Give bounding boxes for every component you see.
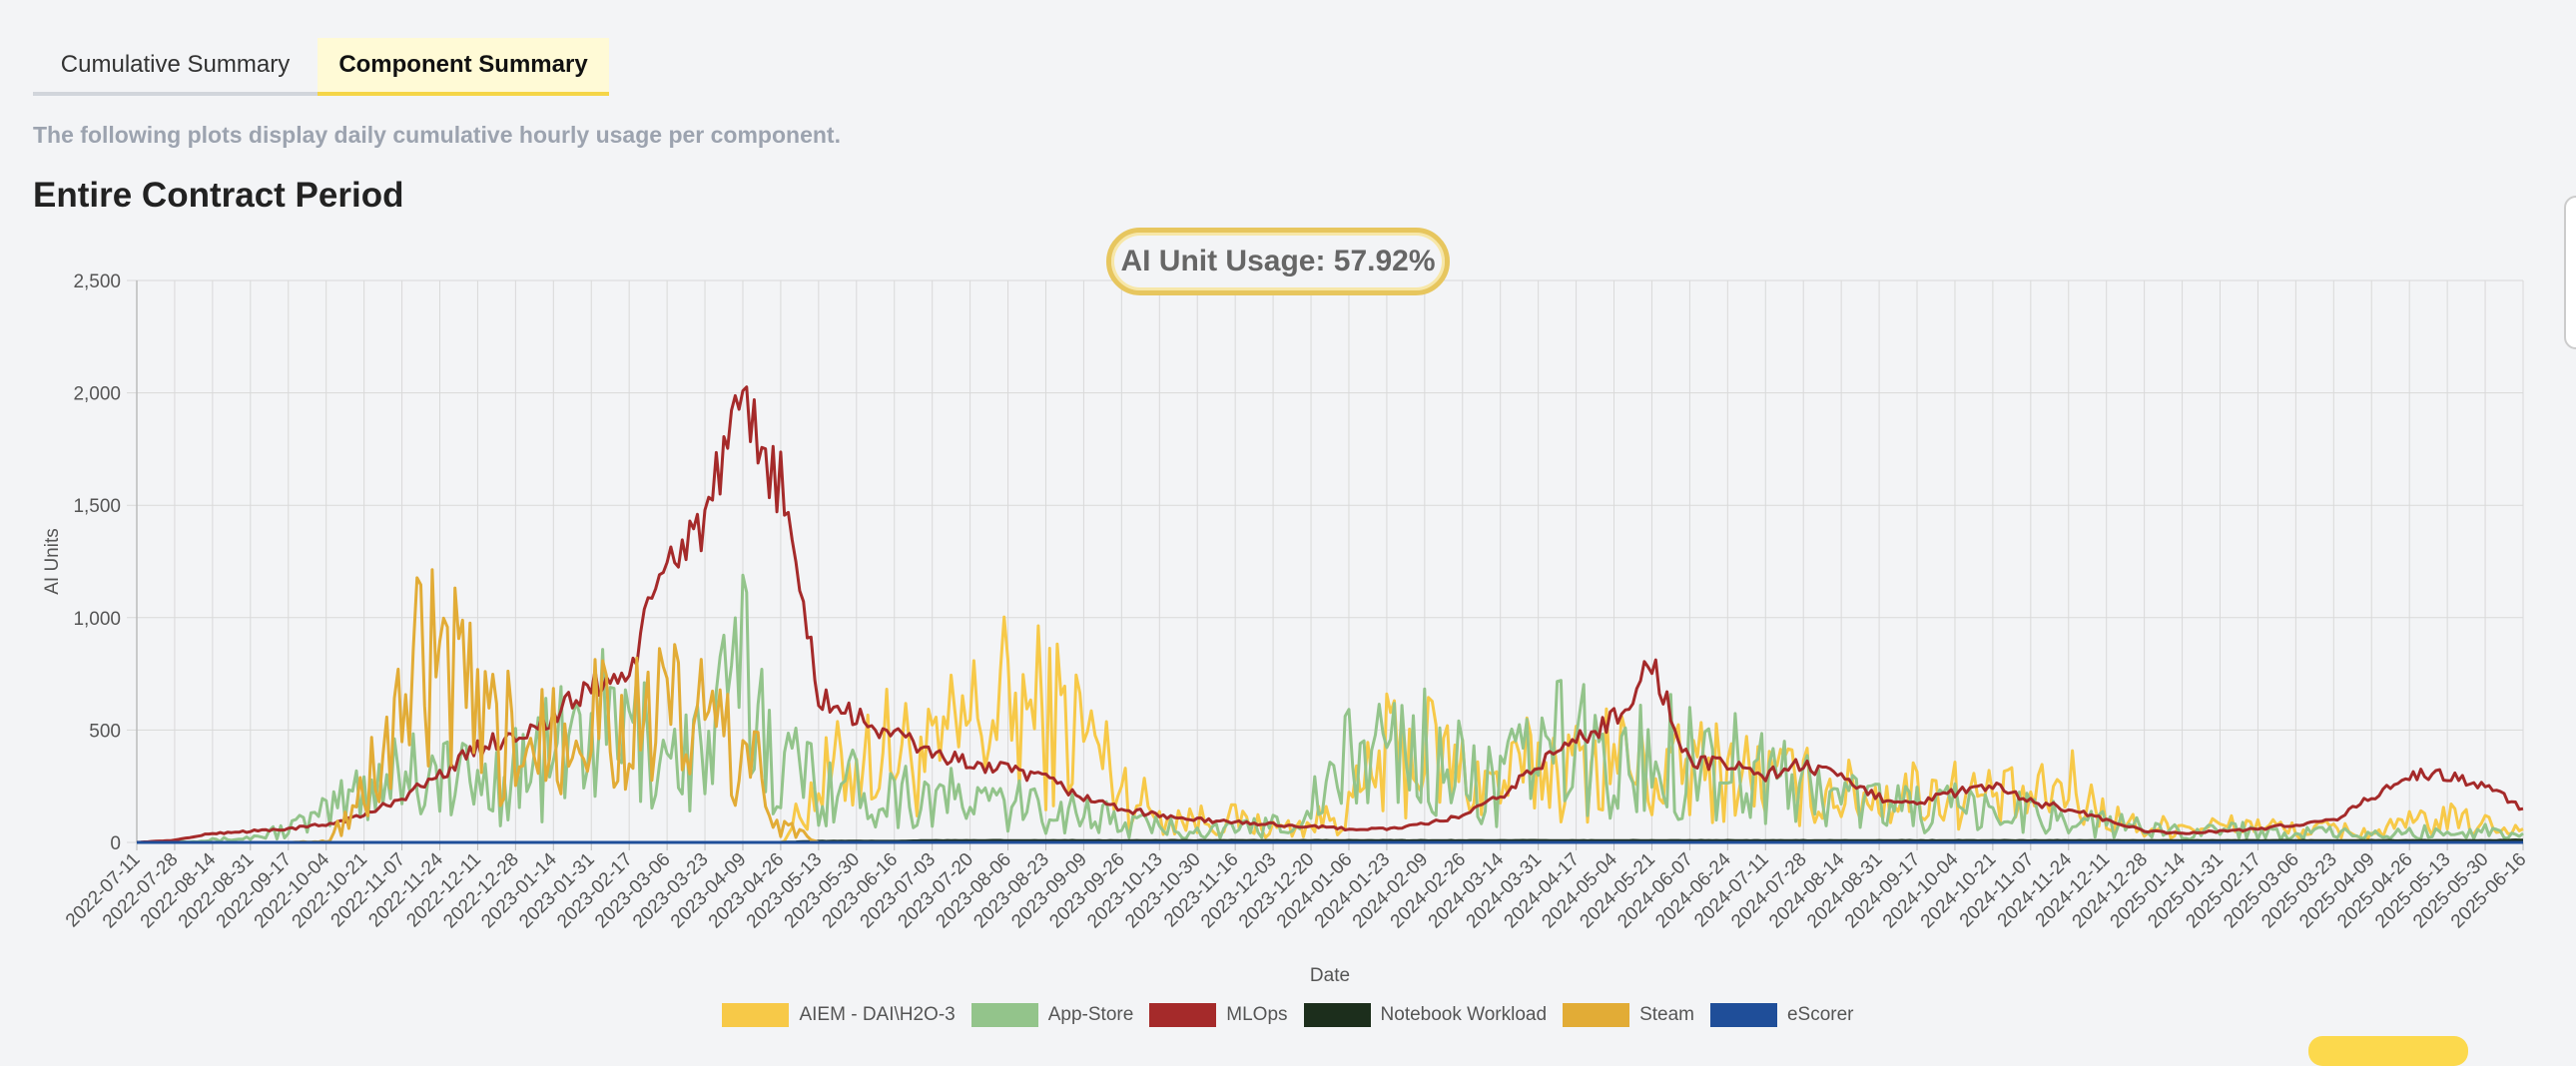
- legend-swatch: [722, 1003, 790, 1027]
- legend-label: Steam: [1639, 1004, 1694, 1025]
- legend-label: Notebook Workload: [1380, 1004, 1548, 1025]
- legend-label: eScorer: [1786, 1004, 1854, 1025]
- usage-badge: AI Unit Usage: 57.92%: [1106, 228, 1450, 295]
- legend-label: AIEM - DAI\H2O-3: [799, 1004, 956, 1025]
- legend-item[interactable]: Notebook Workload: [1303, 1003, 1548, 1027]
- description-text: The following plots display daily cumula…: [33, 122, 841, 148]
- legend-swatch: [1149, 1003, 1217, 1027]
- series-line-mlops: [136, 385, 2524, 844]
- section-title: Entire Contract Period: [33, 176, 404, 215]
- y-tick-label: 1,500: [73, 496, 121, 517]
- legend-item[interactable]: eScorer: [1709, 1003, 1854, 1027]
- series-line-app-store: [137, 573, 2524, 844]
- legend-swatch: [970, 1003, 1038, 1027]
- legend-item[interactable]: Steam: [1563, 1003, 1694, 1027]
- y-axis-title: AI Units: [42, 528, 63, 595]
- x-axis-title: Date: [1310, 965, 1350, 986]
- legend-item[interactable]: AIEM - DAI\H2O-3: [722, 1003, 956, 1027]
- usage-line-chart: 05001,0001,5002,0002,5002022-07-112022-0…: [42, 271, 2531, 986]
- floating-action-button[interactable]: [2308, 1036, 2468, 1066]
- y-tick-label: 500: [89, 721, 121, 742]
- chart-legend: AIEM - DAI\H2O-3 App-Store MLOps Notebook W…: [0, 1003, 2576, 1027]
- legend-swatch: [1709, 1003, 1777, 1027]
- y-tick-label: 1,000: [73, 609, 121, 630]
- y-tick-label: 0: [110, 833, 121, 854]
- tab-bar: Cumulative Summary Component Summary: [33, 38, 609, 96]
- y-tick-label: 2,500: [73, 271, 121, 292]
- legend-swatch: [1303, 1003, 1371, 1027]
- side-panel-handle[interactable]: [2564, 196, 2576, 349]
- legend-item[interactable]: App-Store: [970, 1003, 1134, 1027]
- tab-cumulative-summary[interactable]: Cumulative Summary: [60, 51, 291, 78]
- legend-label: App-Store: [1047, 1004, 1134, 1025]
- legend-label: MLOps: [1226, 1004, 1288, 1025]
- y-tick-label: 2,000: [73, 384, 121, 405]
- tab-component-summary[interactable]: Component Summary: [318, 38, 609, 96]
- legend-swatch: [1563, 1003, 1630, 1027]
- legend-item[interactable]: MLOps: [1149, 1003, 1288, 1027]
